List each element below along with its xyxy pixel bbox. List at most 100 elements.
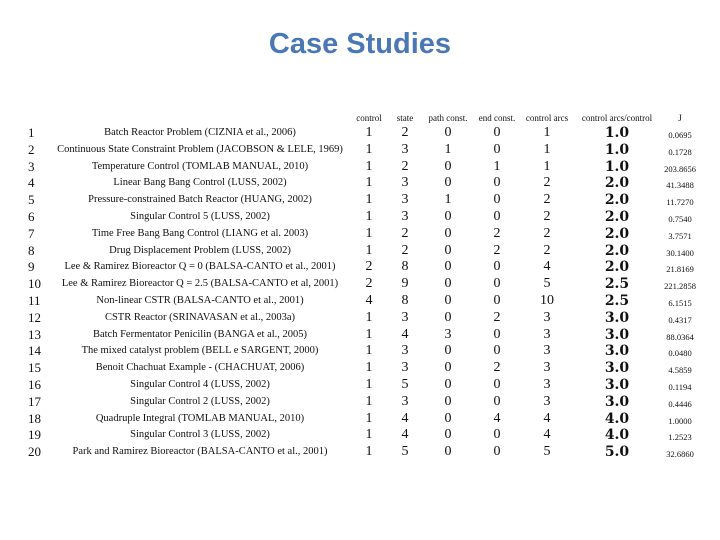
- control-arcs: 2: [543, 192, 551, 208]
- arcs-per-control: 5.0: [604, 444, 630, 461]
- state-count: 2: [401, 158, 409, 174]
- row-index: 17: [28, 393, 41, 409]
- control-count: 1: [365, 141, 373, 157]
- control-count: 1: [365, 158, 373, 174]
- row-index: 5: [28, 192, 35, 208]
- state-count: 3: [401, 209, 409, 224]
- control-count: 1: [365, 444, 373, 460]
- state-count: 8: [401, 293, 409, 308]
- arcs-per-control: 3.0: [604, 309, 630, 326]
- control-count: 2: [365, 276, 373, 292]
- problem-name: CSTR Reactor (SRINAVASAN et al., 2003a): [104, 311, 296, 323]
- arcs-per-control: 2.5: [604, 293, 630, 309]
- column-header: end const.: [478, 113, 516, 123]
- control-arcs: 3: [543, 393, 551, 409]
- objective-j: 4.5859: [668, 365, 692, 376]
- control-count: 1: [365, 309, 373, 325]
- row-index: 13: [28, 326, 41, 342]
- arcs-per-control: 4.0: [604, 427, 630, 444]
- objective-j: 21.8169: [666, 264, 694, 275]
- objective-j: 0.0480: [668, 348, 692, 359]
- end-constraints: 2: [493, 309, 501, 325]
- column-header: path const.: [428, 113, 468, 123]
- arcs-per-control: 1.0: [604, 158, 630, 175]
- problem-name: Lee & Ramirez Bioreactor Q = 0 (BALSA-CA…: [64, 261, 336, 273]
- row-index: 9: [28, 259, 35, 275]
- arcs-per-control: 3.0: [604, 326, 630, 343]
- state-count: 3: [401, 343, 409, 359]
- row-index: 8: [28, 242, 35, 258]
- arcs-per-control: 2.0: [604, 225, 630, 242]
- state-count: 3: [401, 393, 409, 409]
- problem-name: Quadruple Integral (TOMLAB MANUAL, 2010): [95, 412, 305, 424]
- end-constraints: 0: [493, 175, 501, 191]
- end-constraints: 2: [493, 225, 501, 241]
- state-count: 2: [401, 225, 409, 241]
- control-count: 1: [365, 242, 373, 258]
- control-arcs: 2: [543, 242, 551, 258]
- control-count: 1: [365, 125, 373, 140]
- column-header: control arcs: [525, 113, 569, 123]
- path-constraints: 0: [444, 377, 452, 392]
- end-constraints: 0: [493, 326, 501, 342]
- row-index: 18: [28, 410, 41, 426]
- control-count: 1: [365, 326, 373, 342]
- slide-title: Case Studies: [268, 28, 452, 60]
- state-count: 9: [401, 276, 409, 292]
- end-constraints: 0: [493, 343, 501, 359]
- control-arcs: 10: [540, 293, 554, 308]
- problem-name: Singular Control 5 (LUSS, 2002): [130, 211, 270, 222]
- state-count: 4: [401, 326, 409, 342]
- end-constraints: 1: [493, 158, 501, 174]
- problem-name: Time Free Bang Bang Control (LIANG et al…: [91, 227, 309, 239]
- state-count: 8: [401, 259, 409, 275]
- row-index: 2: [28, 141, 35, 157]
- objective-j: 0.7540: [668, 214, 692, 224]
- arcs-per-control: 3.0: [604, 343, 630, 360]
- problem-name: Park and Ramirez Bioreactor (BALSA-CANTO…: [72, 446, 328, 458]
- end-constraints: 0: [493, 125, 501, 140]
- end-constraints: 0: [493, 259, 501, 275]
- end-constraints: 2: [493, 242, 501, 258]
- state-count: 4: [401, 427, 409, 443]
- arcs-per-control: 2.0: [604, 192, 630, 209]
- control-count: 1: [365, 343, 373, 359]
- state-count: 3: [401, 360, 409, 376]
- arcs-per-control: 2.0: [604, 209, 630, 225]
- control-count: 1: [365, 360, 373, 376]
- problem-name: Batch Fermentator Penicilin (BANGA et al…: [92, 328, 308, 340]
- control-arcs: 5: [543, 444, 551, 460]
- row-index: 7: [28, 225, 35, 241]
- path-constraints: 1: [444, 192, 452, 208]
- control-arcs: 4: [543, 259, 551, 275]
- path-constraints: 0: [444, 343, 452, 359]
- path-constraints: 0: [444, 259, 452, 275]
- objective-j: 203.8656: [664, 163, 696, 174]
- path-constraints: 0: [444, 444, 452, 460]
- control-count: 1: [365, 377, 373, 392]
- control-arcs: 1: [543, 158, 551, 174]
- end-constraints: 0: [493, 192, 501, 208]
- problem-name: Singular Control 4 (LUSS, 2002): [130, 379, 270, 390]
- row-index: 11: [28, 293, 41, 308]
- problem-name: Singular Control 3 (LUSS, 2002): [130, 429, 270, 441]
- control-count: 1: [365, 393, 373, 409]
- arcs-per-control: 2.0: [604, 259, 630, 276]
- control-arcs: 5: [543, 276, 551, 292]
- path-constraints: 0: [444, 410, 452, 426]
- row-index: 14: [28, 343, 41, 359]
- path-constraints: 0: [444, 158, 452, 174]
- objective-j: 0.1194: [668, 382, 692, 392]
- end-constraints: 0: [493, 393, 501, 409]
- state-count: 3: [401, 192, 409, 208]
- state-count: 5: [401, 377, 409, 392]
- objective-j: 88.0364: [666, 331, 694, 342]
- problem-name: Lee & Ramirez Bioreactor Q = 2.5 (BALSA-…: [61, 278, 339, 290]
- objective-j: 0.1728: [668, 146, 692, 157]
- problem-name: Continuous State Constraint Problem (JAC…: [57, 143, 343, 155]
- objective-j: 3.7571: [668, 230, 692, 241]
- state-count: 3: [401, 309, 409, 325]
- control-arcs: 2: [543, 209, 551, 224]
- problem-name: Singular Control 2 (LUSS, 2002): [130, 395, 270, 407]
- column-header: J: [678, 113, 682, 123]
